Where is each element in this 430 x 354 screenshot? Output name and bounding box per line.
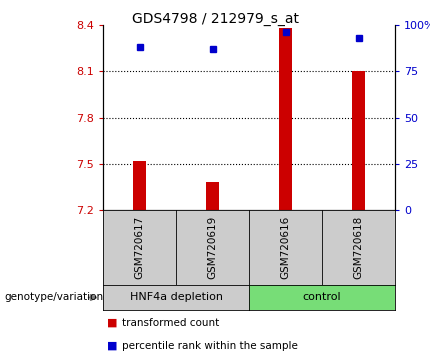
Text: GSM720616: GSM720616 bbox=[280, 216, 291, 279]
Text: HNF4a depletion: HNF4a depletion bbox=[129, 292, 222, 303]
Text: GSM720617: GSM720617 bbox=[135, 216, 144, 279]
Text: genotype/variation: genotype/variation bbox=[4, 292, 104, 303]
Bar bbox=[133, 161, 146, 210]
Text: ■: ■ bbox=[108, 318, 118, 328]
Text: control: control bbox=[303, 292, 341, 303]
Bar bbox=[279, 28, 292, 210]
Text: transformed count: transformed count bbox=[123, 318, 220, 328]
Text: ■: ■ bbox=[108, 341, 118, 351]
Text: GSM720618: GSM720618 bbox=[353, 216, 363, 279]
Text: GSM720619: GSM720619 bbox=[208, 216, 218, 279]
Bar bbox=[206, 182, 219, 210]
Text: GDS4798 / 212979_s_at: GDS4798 / 212979_s_at bbox=[132, 12, 298, 26]
Bar bbox=[352, 71, 365, 210]
Text: percentile rank within the sample: percentile rank within the sample bbox=[123, 341, 298, 351]
